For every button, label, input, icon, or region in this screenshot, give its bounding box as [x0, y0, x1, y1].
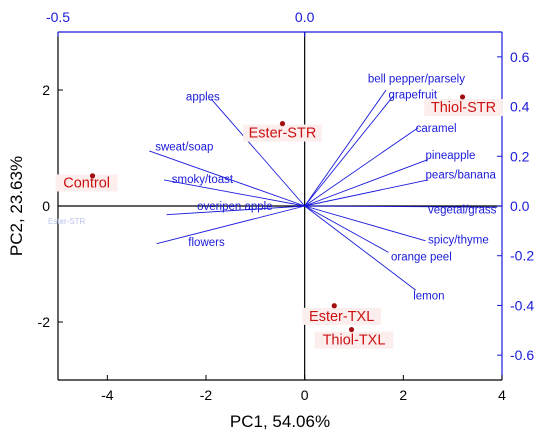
loading-vector: [156, 205, 305, 245]
loading-vector: [149, 150, 305, 207]
loading-vector: [304, 205, 426, 242]
right-tick-label: 0.2: [510, 148, 530, 164]
score-point: [89, 173, 96, 179]
y-tick-label: 0: [42, 198, 50, 214]
loading-label: overipen apple: [197, 201, 272, 213]
loading-label: apples: [186, 91, 220, 103]
right-tick-label: -0.4: [510, 297, 534, 313]
score-point: [348, 326, 355, 333]
top-tick-label: -0.5: [46, 9, 70, 25]
score-point: [331, 303, 337, 309]
score-label: Thiol-STR: [431, 100, 496, 116]
score-point: [459, 94, 466, 100]
loading-label: vegetal/grass: [428, 205, 497, 217]
loading-vector: [304, 205, 416, 291]
loading-vector: [163, 179, 305, 207]
score-label-bg: [424, 99, 503, 117]
x-tick-label: 2: [399, 387, 407, 403]
loading-label: bell pepper/parsely: [368, 73, 465, 85]
loading-label: sweat/soap: [155, 141, 213, 153]
score-label: Control: [63, 175, 110, 191]
loading-vector: [304, 95, 394, 207]
y-tick-label: 2: [42, 82, 50, 98]
right-tick-label: -0.6: [510, 347, 534, 363]
loading-vector: [304, 159, 429, 207]
x-tick-label: 4: [498, 387, 506, 403]
score-label-bg: [55, 174, 118, 192]
y-tick-label: -2: [38, 314, 51, 330]
loading-vector: [304, 205, 498, 208]
score-point: [279, 121, 286, 127]
right-tick-label: 0.0: [510, 198, 530, 214]
x-axis-title: PC1, 54.06%: [230, 412, 330, 431]
faded-label: Ester-STR: [48, 217, 86, 226]
loading-label: pears/banana: [426, 170, 497, 182]
loading-vector: [210, 98, 306, 207]
loading-label: flowers: [188, 237, 225, 249]
y-axis-title: PC2, 23.63%: [7, 156, 26, 256]
loading-label: lemon: [413, 290, 444, 302]
loading-label: grapefruit: [389, 90, 438, 102]
score-label-bg: [314, 331, 394, 349]
score-label-bg: [302, 307, 382, 325]
right-tick-label: -0.2: [510, 248, 534, 264]
top-tick-label: 0.0: [295, 9, 315, 25]
loading-vector: [304, 127, 419, 207]
right-tick-label: 0.6: [510, 49, 530, 65]
score-label: Ester-TXL: [309, 309, 374, 325]
x-tick-label: -2: [200, 387, 213, 403]
loading-vector: [304, 179, 429, 207]
right-tick-label: 0.4: [510, 99, 530, 115]
score-label: Ester-STR: [249, 126, 317, 142]
loading-label: caramel: [416, 123, 457, 135]
loading-vector: [304, 205, 389, 253]
x-tick-label: -4: [101, 387, 114, 403]
score-label: Thiol-TXL: [323, 333, 386, 349]
score-label-bg: [243, 124, 322, 142]
loading-label: orange peel: [391, 252, 452, 264]
loading-label: smoky/toast: [172, 174, 234, 186]
loading-vector: [166, 205, 305, 216]
loading-vector: [304, 89, 387, 207]
x-tick-label: 0: [301, 387, 309, 403]
loading-label: spicy/thyme: [428, 235, 489, 247]
loading-label: pineapple: [426, 150, 476, 162]
